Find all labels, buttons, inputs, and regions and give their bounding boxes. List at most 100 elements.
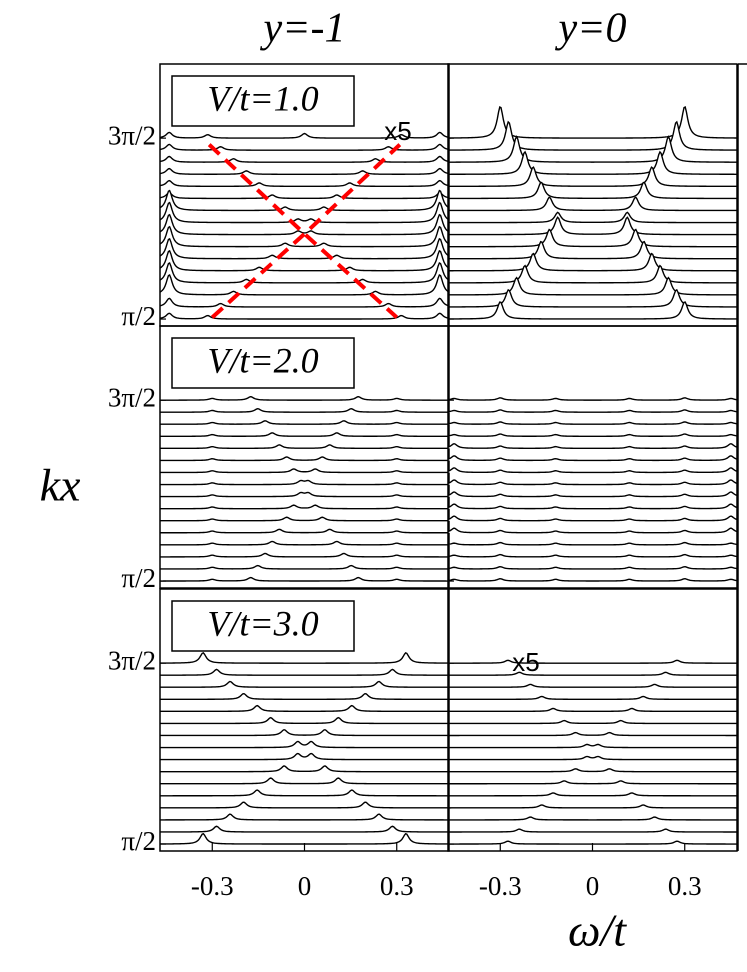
spectrum-trace [160, 765, 449, 773]
spectrum-trace [448, 566, 737, 570]
x-tick-label: 0.3 [380, 871, 414, 901]
spectrum-trace [448, 276, 737, 296]
spectrum-trace [160, 213, 449, 236]
spectrum-trace [448, 792, 737, 797]
spectrum-trace [448, 181, 737, 200]
spectrum-trace [160, 273, 449, 296]
trace-fill [160, 826, 449, 832]
spectrum-trace [448, 211, 737, 224]
spectrum-trace [160, 189, 449, 212]
spectrum-trace [160, 552, 449, 558]
trace-fill [160, 753, 449, 760]
spectrum-trace [448, 479, 737, 486]
spectrum-trace [160, 680, 449, 688]
trace-fill [160, 741, 449, 748]
spectrum-trace [160, 752, 449, 761]
label-box [171, 75, 355, 127]
spectrum-trace [160, 728, 449, 737]
spectrum-trace [448, 695, 737, 701]
spectrum-trace [448, 150, 737, 175]
spectrum-trace [160, 576, 449, 582]
spectrum-trace [160, 789, 449, 797]
trace-fill [448, 182, 737, 199]
y-tick-label: 3π/2 [108, 120, 156, 150]
trace-fill [448, 136, 737, 163]
spectrum-trace [160, 704, 449, 713]
spectrum-trace [160, 668, 449, 676]
trace-fill [448, 289, 737, 307]
y-tick-label: 3π/2 [108, 645, 156, 675]
trace-fill [160, 226, 449, 247]
spectrum-trace [160, 143, 449, 151]
trace-fill [160, 192, 449, 199]
trace-fill [448, 265, 737, 283]
spectrum-trace [448, 442, 737, 450]
spectrum-trace [448, 719, 737, 725]
trace-fill [160, 717, 449, 724]
guide-line [210, 143, 402, 319]
spectrum-trace [448, 743, 737, 749]
spectrum-trace [448, 409, 737, 413]
trace-fill [160, 814, 449, 820]
y-tick-label: 3π/2 [108, 382, 156, 412]
trace-fill [448, 151, 737, 175]
spectrum-trace [448, 135, 737, 163]
spectrum-trace [160, 444, 449, 450]
spectrum-trace [160, 225, 449, 248]
trace-fill [160, 833, 449, 845]
trace-fill [160, 298, 449, 307]
trace-fill [160, 652, 449, 664]
trace-fill [160, 777, 449, 784]
spectrum-trace [160, 408, 449, 413]
spectrum-trace [448, 397, 737, 401]
spectrum-trace [448, 228, 737, 248]
trace-fill [160, 274, 449, 295]
trace-fill [448, 167, 737, 187]
column-title: y=-1 [260, 6, 346, 52]
panel-frame [447, 63, 738, 327]
spectrum-trace [448, 240, 737, 260]
spectrum-trace [160, 155, 449, 163]
spectrum-trace [448, 541, 737, 546]
panel [448, 397, 737, 582]
trace-fill [160, 202, 449, 223]
spectrum-trace [160, 432, 449, 438]
trace-fill [160, 790, 449, 796]
spectrum-trace [160, 716, 449, 725]
spectrum-trace [448, 288, 737, 308]
spectrum-trace [160, 201, 449, 224]
annotation: x5 [512, 647, 539, 677]
spectrum-trace [448, 421, 737, 425]
spectrum-trace [448, 553, 737, 558]
x-tick-label: -0.3 [191, 871, 234, 901]
trace-fill [160, 156, 449, 163]
spectrum-trace [160, 456, 449, 462]
spectrum-trace [448, 755, 737, 761]
spectrum-trace [448, 433, 737, 437]
panel [160, 396, 449, 582]
x-axis-label: ω/t [568, 905, 627, 956]
spectrum-trace [160, 261, 449, 284]
spectrum-trace [160, 825, 449, 833]
trace-fill [160, 492, 449, 497]
spectrum-trace [160, 813, 449, 821]
label-box [171, 600, 355, 652]
y-tick-label: π/2 [121, 301, 156, 331]
spectrum-trace [160, 420, 449, 425]
column-title: y=0 [555, 6, 627, 52]
spectrum-trace [448, 527, 737, 534]
trace-fill [448, 241, 737, 259]
spectrum-trace [448, 804, 737, 809]
spectrum-trace [448, 106, 737, 139]
spectrum-trace [448, 768, 737, 773]
trace-fill [160, 262, 449, 283]
trace-fill [160, 190, 449, 211]
spectrum-trace [160, 740, 449, 749]
panel [448, 106, 737, 320]
spectrum-trace [448, 707, 737, 713]
trace-fill [160, 214, 449, 235]
trace-fill [448, 121, 737, 151]
spectrum-trace [448, 467, 737, 474]
